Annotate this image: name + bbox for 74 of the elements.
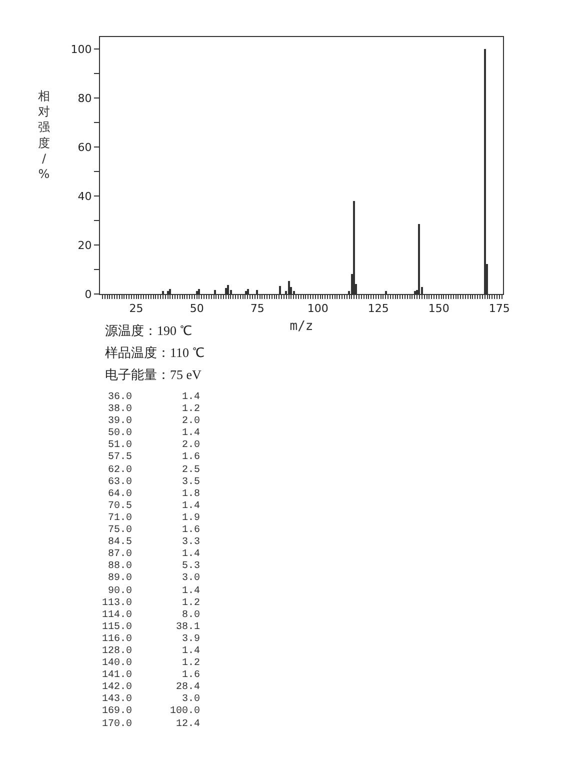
x-tick-label: 25 bbox=[129, 302, 144, 316]
text: 113.0 bbox=[100, 598, 132, 610]
text: 75.0 bbox=[106, 525, 132, 537]
text: 142.0 bbox=[100, 682, 132, 694]
text: 5.3 bbox=[180, 561, 200, 573]
y-tick-label: 80 bbox=[78, 92, 92, 106]
text: 1.6 bbox=[180, 452, 200, 465]
text: 39.0 bbox=[106, 416, 132, 428]
text: 3.9 bbox=[180, 634, 200, 646]
text: 3.0 bbox=[180, 694, 200, 706]
text: 140.0 bbox=[100, 658, 132, 670]
y-tick-label: 60 bbox=[78, 140, 92, 154]
text: 84.5 bbox=[106, 537, 132, 549]
x-tick-label: 150 bbox=[428, 302, 450, 316]
text: 1.4 bbox=[180, 646, 200, 658]
x-tick-label: 125 bbox=[368, 302, 389, 316]
text: 28.4 bbox=[174, 682, 200, 694]
text: 8.0 bbox=[180, 610, 200, 622]
text: 70.5 bbox=[106, 500, 132, 513]
text: 38.0 bbox=[106, 404, 132, 416]
text: 1.9 bbox=[180, 512, 200, 525]
text: 3.3 bbox=[180, 537, 200, 549]
text: 128.0 bbox=[100, 646, 132, 658]
text: 36.0 bbox=[106, 392, 132, 404]
text: 89.0 bbox=[106, 573, 132, 586]
text: 116.0 bbox=[100, 634, 132, 646]
text: 2.0 bbox=[180, 416, 200, 428]
text: 51.0 bbox=[106, 440, 132, 452]
x-axis-title: m/z bbox=[290, 318, 314, 334]
y-tick-label: 40 bbox=[78, 190, 92, 203]
y-axis-title: 相对强度/% bbox=[38, 89, 50, 181]
text: 63.0 bbox=[106, 476, 132, 489]
text: 62.0 bbox=[106, 464, 132, 477]
y-tick-label: 20 bbox=[78, 238, 92, 252]
text: 源温度：190 ℃ bbox=[105, 322, 193, 340]
text: 50.0 bbox=[106, 428, 132, 440]
y-tick-label: 100 bbox=[70, 43, 92, 56]
text: 100.0 bbox=[168, 706, 200, 719]
x-tick-label: 75 bbox=[250, 302, 264, 316]
text: 1.6 bbox=[180, 670, 200, 682]
text: 电子能量：75 eV bbox=[105, 366, 202, 384]
text: 1.2 bbox=[180, 598, 200, 610]
text: 1.6 bbox=[180, 525, 200, 537]
text: 1.8 bbox=[180, 488, 200, 501]
text: 2.0 bbox=[180, 440, 200, 452]
text: 12.4 bbox=[174, 718, 200, 731]
text: 71.0 bbox=[106, 512, 132, 525]
x-tick-label: 100 bbox=[307, 302, 328, 316]
y-tick-label: 0 bbox=[84, 288, 92, 301]
text: 169.0 bbox=[100, 706, 132, 719]
text: 1.4 bbox=[180, 500, 200, 513]
text: 1.2 bbox=[180, 658, 200, 670]
text: 样品温度：110 ℃ bbox=[105, 344, 204, 362]
text: 90.0 bbox=[106, 586, 132, 598]
text: 3.5 bbox=[180, 476, 200, 489]
text: 170.0 bbox=[100, 718, 132, 731]
x-tick-label: 50 bbox=[190, 302, 204, 316]
text: 64.0 bbox=[106, 488, 132, 501]
text: 57.5 bbox=[106, 452, 132, 465]
text: 87.0 bbox=[106, 549, 132, 561]
text: 38.1 bbox=[174, 622, 200, 634]
text: 1.4 bbox=[180, 392, 200, 404]
text: 143.0 bbox=[100, 694, 132, 706]
text: 3.0 bbox=[180, 573, 200, 586]
text: 114.0 bbox=[100, 610, 132, 622]
text: 1.4 bbox=[180, 428, 200, 440]
text: 2.5 bbox=[180, 464, 200, 477]
x-tick-label: 175 bbox=[488, 302, 510, 316]
text: 1.4 bbox=[180, 549, 200, 561]
text: 115.0 bbox=[100, 622, 132, 634]
text: 141.0 bbox=[100, 670, 132, 682]
text: 88.0 bbox=[106, 561, 132, 573]
text: 1.2 bbox=[180, 404, 200, 416]
text: 1.4 bbox=[180, 586, 200, 598]
